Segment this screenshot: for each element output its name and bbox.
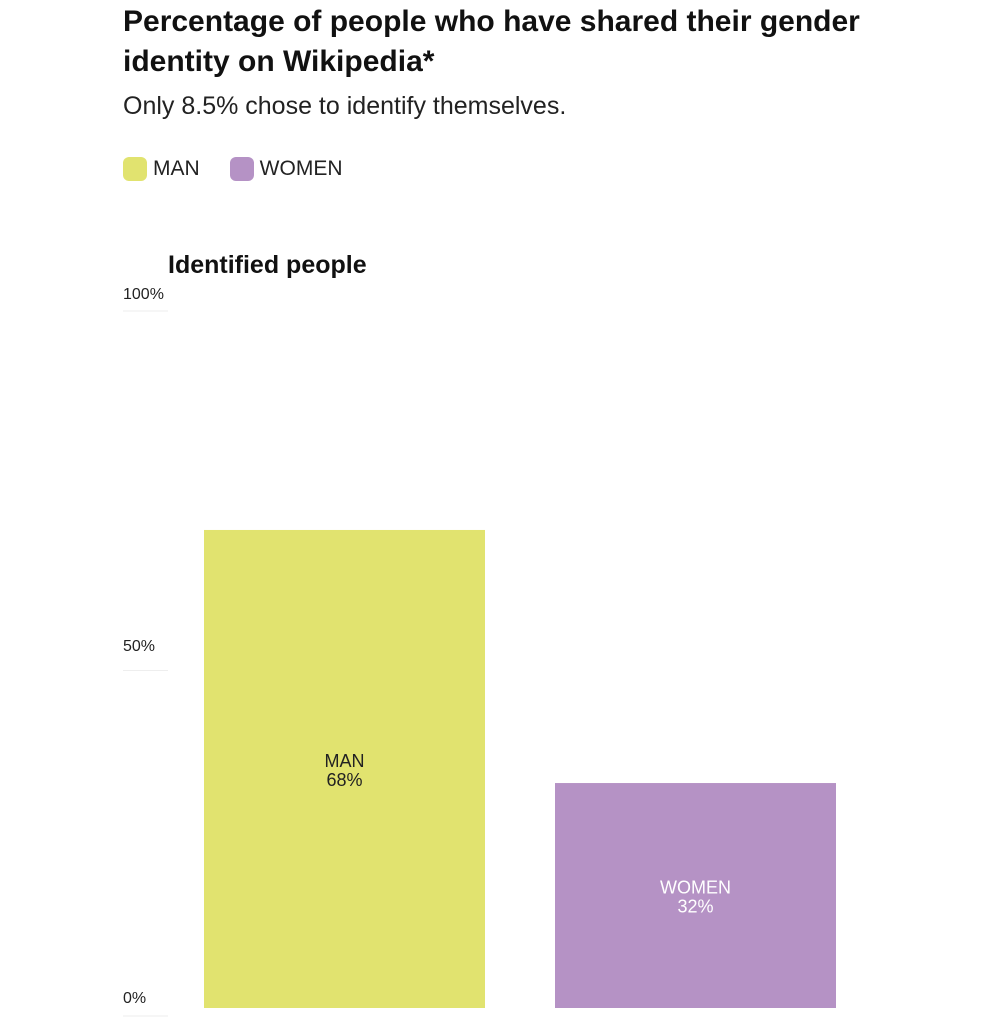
bar-label-women: WOMEN (660, 878, 731, 898)
bar-man (204, 529, 485, 1008)
legend-label-women: WOMEN (259, 157, 343, 180)
bars (204, 529, 836, 1008)
legend-swatch-man (123, 157, 147, 181)
chart-title: Percentage of people who have shared the… (123, 5, 860, 78)
plot-title: Identified people (168, 251, 367, 279)
y-axis: 0% 50% 100% (123, 286, 168, 1017)
y-tick-label: 0% (123, 990, 146, 1007)
bar-label-man: MAN (325, 751, 365, 771)
y-tick-label: 50% (123, 638, 155, 655)
legend: MAN WOMEN (123, 157, 373, 181)
legend-item-women: WOMEN (229, 157, 343, 181)
legend-item-man: MAN (123, 157, 200, 181)
legend-label-man: MAN (153, 157, 200, 180)
legend-swatch-women (229, 157, 254, 181)
bar-women (555, 783, 836, 1008)
y-tick-label: 100% (123, 286, 164, 303)
bar-value-women: 32% (677, 897, 713, 917)
chart-subtitle: Only 8.5% chose to identify themselves. (123, 92, 567, 120)
bar-value-man: 68% (326, 770, 362, 790)
